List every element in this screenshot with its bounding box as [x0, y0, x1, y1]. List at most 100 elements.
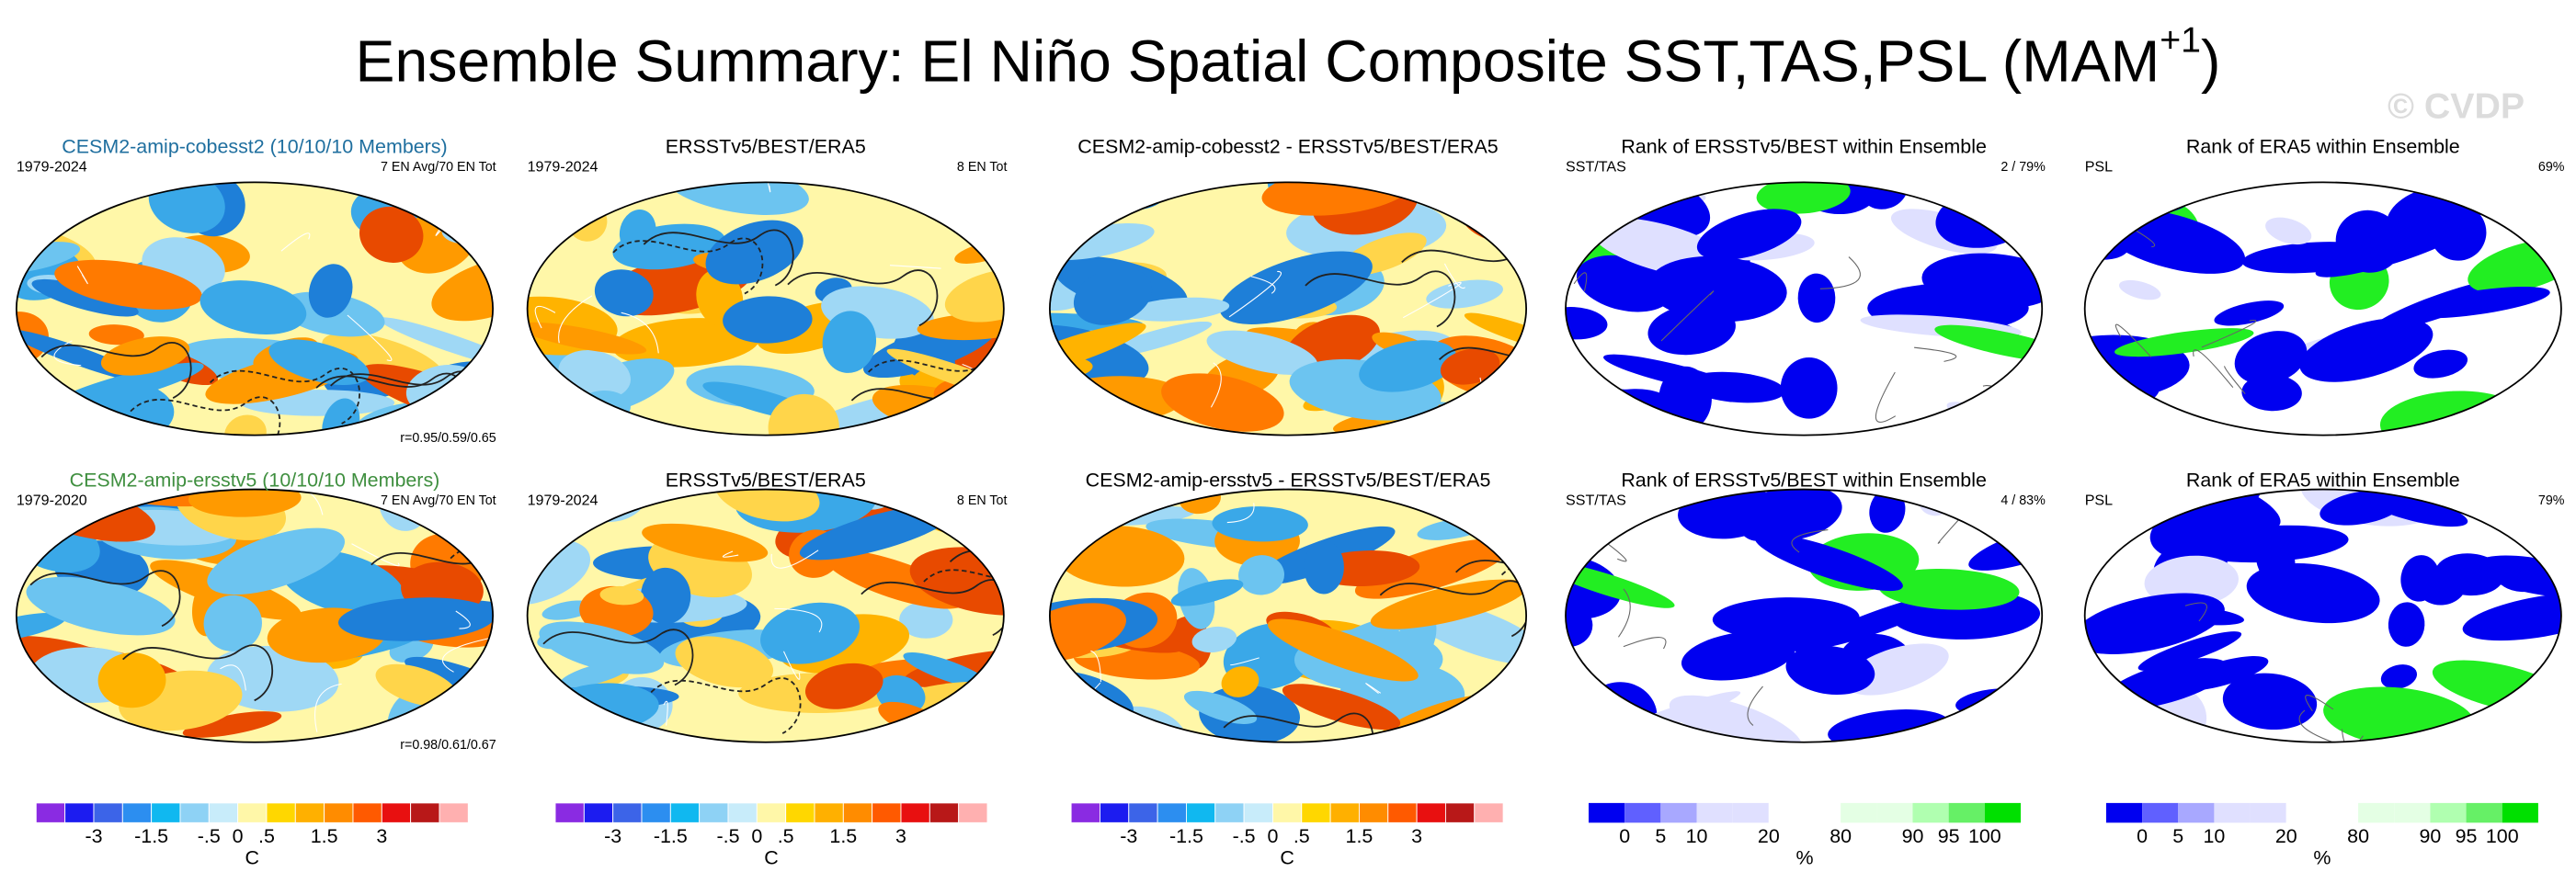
map-region	[2406, 286, 2550, 319]
title-end: )	[2201, 28, 2220, 95]
coastline	[407, 182, 456, 202]
map-region	[88, 324, 144, 346]
panel-right-label: 8 EN Tot	[957, 493, 1008, 508]
map-panel: CESM2-amip-cobesst2 - ERSSTv5/BEST/ERA5	[1048, 136, 1528, 436]
colorbar-box	[583, 802, 614, 823]
colorbar-box	[1660, 802, 1697, 823]
colorbar-box	[2502, 802, 2538, 823]
map-panel: Rank of ERA5 within Ensemble PSL 79%	[2083, 469, 2565, 743]
colorbar-label: -3	[1120, 825, 1137, 847]
map-region	[2299, 317, 2434, 382]
colorbar-box	[814, 802, 844, 823]
colorbar-box	[1271, 802, 1303, 823]
contour	[1379, 580, 1527, 638]
map-border	[1048, 488, 1528, 743]
map-region	[199, 280, 307, 335]
colorbar-label: .5	[1294, 825, 1310, 847]
map-border	[15, 181, 494, 436]
map-region	[1566, 696, 1635, 731]
panel-right-label: 69%	[2538, 160, 2565, 175]
panel-title: CESM2-amip-ersstv5 (10/10/10 Members)	[70, 469, 440, 491]
colorbar-label: -1.5	[654, 825, 688, 847]
contour	[542, 629, 694, 686]
coastline	[1365, 683, 1382, 694]
map-region	[822, 311, 877, 373]
map-region	[1161, 373, 1284, 432]
panel-right-label: 2 / 79%	[2000, 160, 2046, 175]
map-border	[15, 488, 494, 743]
title-superscript: +1	[2160, 20, 2201, 61]
map-region	[2462, 592, 2561, 641]
map-region	[1183, 690, 1258, 724]
colorbar-box	[381, 802, 412, 823]
map-panel: Rank of ERSSTv5/BEST within EnsembleSST/…	[1565, 136, 2046, 436]
map-region	[944, 268, 1004, 323]
colorbar-box	[612, 802, 643, 823]
colorbar-unit: C	[764, 846, 778, 868]
coastline	[1411, 726, 1437, 742]
coastline	[442, 637, 494, 673]
colorbar-unit: %	[2313, 846, 2331, 868]
colorbar-box	[2394, 802, 2431, 823]
map-region	[224, 414, 267, 436]
colorbar-box	[179, 802, 210, 823]
map-border	[1565, 488, 2044, 743]
colorbar-box	[2358, 802, 2395, 823]
map-region	[31, 278, 139, 317]
colorbar-box	[1474, 802, 1504, 823]
colorbar-box	[352, 802, 382, 823]
colorbar-box	[1100, 802, 1130, 823]
colorbar-box	[1732, 802, 1769, 823]
panel-right-label: 7 EN Avg/70 EN Tot	[381, 493, 496, 508]
coastline	[663, 700, 668, 726]
colorbar-box	[439, 802, 469, 823]
panel-right-label: 4 / 83%	[2000, 493, 2046, 508]
panel-title: CESM2-amip-cobesst2 (10/10/10 Members)	[62, 136, 447, 158]
contour	[1476, 683, 1527, 741]
map-region	[2246, 563, 2380, 624]
colorbar-box	[1589, 802, 1625, 823]
map-region	[337, 597, 494, 641]
colorbar-label: 10	[1686, 825, 1708, 847]
map-panel: CESM2-amip-ersstv5 - ERSSTv5/BEST/ERA5	[1048, 469, 1528, 743]
coastline	[1090, 650, 1101, 683]
panel-right-label: 7 EN Avg/70 EN Tot	[381, 160, 496, 175]
map-region	[664, 182, 809, 215]
coastline	[774, 607, 823, 633]
panel-left-label: SST/TAS	[1566, 492, 1626, 508]
coastline	[2114, 323, 2152, 357]
coastline	[1443, 263, 1465, 289]
map-region	[16, 401, 52, 429]
colorbar-label: -1.5	[134, 825, 168, 847]
map-region	[2380, 664, 2418, 689]
colorbar-label: 3	[376, 825, 387, 847]
colorbar-label: 0	[233, 825, 244, 847]
colorbar-label: 100	[2486, 825, 2519, 847]
map-region	[760, 602, 861, 664]
colorbar-box	[1624, 802, 1661, 823]
coastline	[455, 610, 471, 629]
coastline	[782, 651, 801, 680]
colorbar-box	[1185, 802, 1216, 823]
coastline	[2193, 349, 2234, 389]
coastline	[1819, 256, 1861, 289]
colorbar-label: 0	[1267, 825, 1278, 847]
map-region	[1756, 182, 1851, 214]
map-region	[1921, 253, 2043, 310]
map-region	[100, 336, 190, 376]
colorbar: -3 -1.5 -.5 0 .5 1.5 3 C	[35, 802, 469, 868]
panel-left-label: SST/TAS	[1566, 159, 1626, 176]
map-region	[1212, 506, 1308, 542]
map-region	[2434, 553, 2504, 596]
contour	[210, 368, 360, 425]
coastline	[1573, 272, 1588, 292]
panel-left-label: 1979-2024	[528, 159, 598, 176]
panel-title: Rank of ERA5 within Ensemble	[2186, 136, 2460, 158]
coastline	[2224, 366, 2246, 394]
colorbar-box	[1768, 802, 1806, 823]
coastline	[2556, 649, 2561, 681]
colorbar-box	[2466, 802, 2502, 823]
colorbar-unit: C	[245, 846, 259, 868]
map-region	[268, 339, 370, 385]
map-region	[527, 380, 564, 410]
